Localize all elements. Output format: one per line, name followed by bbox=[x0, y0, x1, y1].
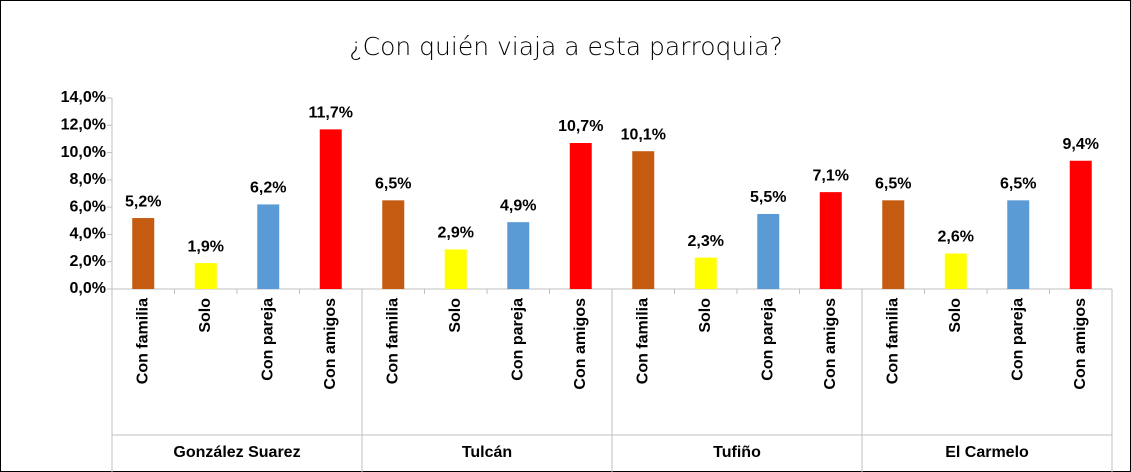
y-tick-label: 2,0% bbox=[70, 253, 106, 270]
value-label: 6,5% bbox=[1000, 176, 1036, 193]
group-label: Tufiño bbox=[713, 444, 761, 461]
bar bbox=[257, 204, 280, 289]
x-tick-label: Con amigos bbox=[1072, 298, 1089, 390]
x-tick-label: Solo bbox=[447, 298, 464, 333]
y-tick-label: 12,0% bbox=[61, 117, 106, 134]
bar bbox=[569, 143, 592, 289]
x-tick-label: Solo bbox=[197, 298, 214, 333]
bar bbox=[1007, 200, 1030, 289]
value-label: 10,1% bbox=[621, 126, 666, 143]
y-tick-label: 14,0% bbox=[61, 89, 106, 106]
x-tick-label: Con familia bbox=[384, 298, 401, 384]
value-label: 10,7% bbox=[558, 118, 603, 135]
bar bbox=[944, 253, 967, 289]
value-label: 4,9% bbox=[500, 197, 536, 214]
bar bbox=[382, 200, 405, 289]
value-label: 11,7% bbox=[309, 105, 353, 122]
x-tick-label: Con amigos bbox=[322, 298, 339, 390]
x-tick-label: Con pareja bbox=[259, 298, 276, 381]
x-tick-label: Con pareja bbox=[759, 298, 776, 381]
x-tick-label: Solo bbox=[947, 298, 964, 333]
bar bbox=[819, 192, 842, 289]
value-label: 5,2% bbox=[125, 193, 161, 210]
value-label: 5,5% bbox=[750, 189, 786, 206]
y-tick-label: 4,0% bbox=[70, 226, 106, 243]
x-tick-label: Con pareja bbox=[509, 298, 526, 381]
bar bbox=[132, 218, 155, 289]
bar bbox=[1069, 160, 1092, 289]
group-label: González Suarez bbox=[173, 444, 300, 461]
x-tick-label: Con amigos bbox=[572, 298, 589, 390]
bar bbox=[632, 151, 655, 289]
bar bbox=[757, 213, 780, 289]
group-label: El Carmelo bbox=[945, 444, 1029, 461]
group-label: Tulcán bbox=[462, 444, 512, 461]
y-tick-label: 8,0% bbox=[70, 171, 106, 188]
value-label: 6,5% bbox=[375, 176, 411, 193]
bar bbox=[194, 263, 217, 289]
value-label: 6,5% bbox=[875, 176, 911, 193]
bar bbox=[444, 249, 467, 289]
value-label: 1,9% bbox=[188, 238, 224, 255]
bar bbox=[319, 129, 342, 289]
y-tick-label: 6,0% bbox=[70, 198, 106, 215]
x-tick-label: Con familia bbox=[884, 298, 901, 384]
x-tick-label: Con familia bbox=[134, 298, 151, 384]
bar bbox=[507, 222, 530, 289]
value-label: 2,6% bbox=[938, 229, 974, 246]
value-label: 7,1% bbox=[813, 167, 849, 184]
value-label: 6,2% bbox=[250, 180, 286, 197]
y-tick-label: 0,0% bbox=[70, 280, 106, 297]
chart-title: ¿Con quién viaja a esta parroquia? bbox=[349, 32, 783, 61]
x-tick-label: Solo bbox=[697, 298, 714, 333]
bar bbox=[882, 200, 905, 289]
x-tick-label: Con pareja bbox=[1009, 298, 1026, 381]
x-tick-label: Con familia bbox=[634, 298, 651, 384]
value-label: 2,3% bbox=[688, 233, 724, 250]
value-label: 2,9% bbox=[438, 225, 474, 242]
value-label: 9,4% bbox=[1063, 136, 1099, 153]
bar bbox=[694, 257, 717, 289]
x-tick-label: Con amigos bbox=[822, 298, 839, 390]
y-tick-label: 10,0% bbox=[61, 144, 106, 161]
